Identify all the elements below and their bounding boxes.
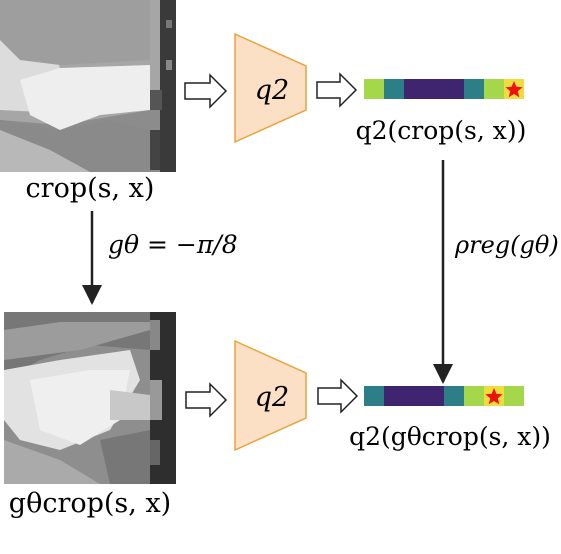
top-vector-cell	[404, 79, 424, 99]
bottom-vector-cell	[464, 386, 484, 406]
top-vector-cell	[364, 79, 384, 99]
top-hollow-arrow-1	[184, 73, 228, 109]
bottom-hollow-arrow-2	[317, 378, 359, 414]
bottom-vector-cell	[404, 386, 424, 406]
bottom-vector-cell	[504, 386, 524, 406]
top-image-label: crop(s, x)	[26, 173, 155, 204]
bottom-encoder-label: q2	[255, 382, 289, 413]
top-hollow-arrow-2	[316, 72, 358, 108]
top-vector-cell	[424, 79, 444, 99]
top-encoder-block	[234, 32, 307, 144]
bottom-vector-cell	[364, 386, 384, 406]
bottom-image-label: gθcrop(s, x)	[9, 488, 171, 519]
bottom-rotated-crop-image	[4, 312, 176, 484]
bottom-output-label: q2(gθcrop(s, x))	[349, 422, 551, 451]
bottom-star-marker	[485, 388, 503, 405]
top-vector-cell	[484, 79, 504, 99]
top-feature-vector	[364, 79, 524, 99]
top-vector-cell	[464, 79, 484, 99]
top-output-label: q2(crop(s, x))	[356, 116, 527, 145]
top-encoder-label: q2	[255, 75, 289, 106]
bottom-feature-vector	[364, 386, 524, 406]
bottom-vector-cell	[444, 386, 464, 406]
left-arrow-label: gθ = −π/8	[108, 230, 238, 259]
top-vector-cell	[384, 79, 404, 99]
bottom-hollow-arrow-1	[185, 382, 228, 418]
top-star-marker	[505, 81, 523, 98]
top-crop-image	[0, 0, 176, 172]
bottom-vector-cell	[384, 386, 404, 406]
bottom-vector-cell	[424, 386, 444, 406]
bottom-encoder-block	[234, 339, 307, 452]
top-vector-cell	[444, 79, 464, 99]
right-arrow-label: ρreg(gθ)	[454, 231, 559, 259]
